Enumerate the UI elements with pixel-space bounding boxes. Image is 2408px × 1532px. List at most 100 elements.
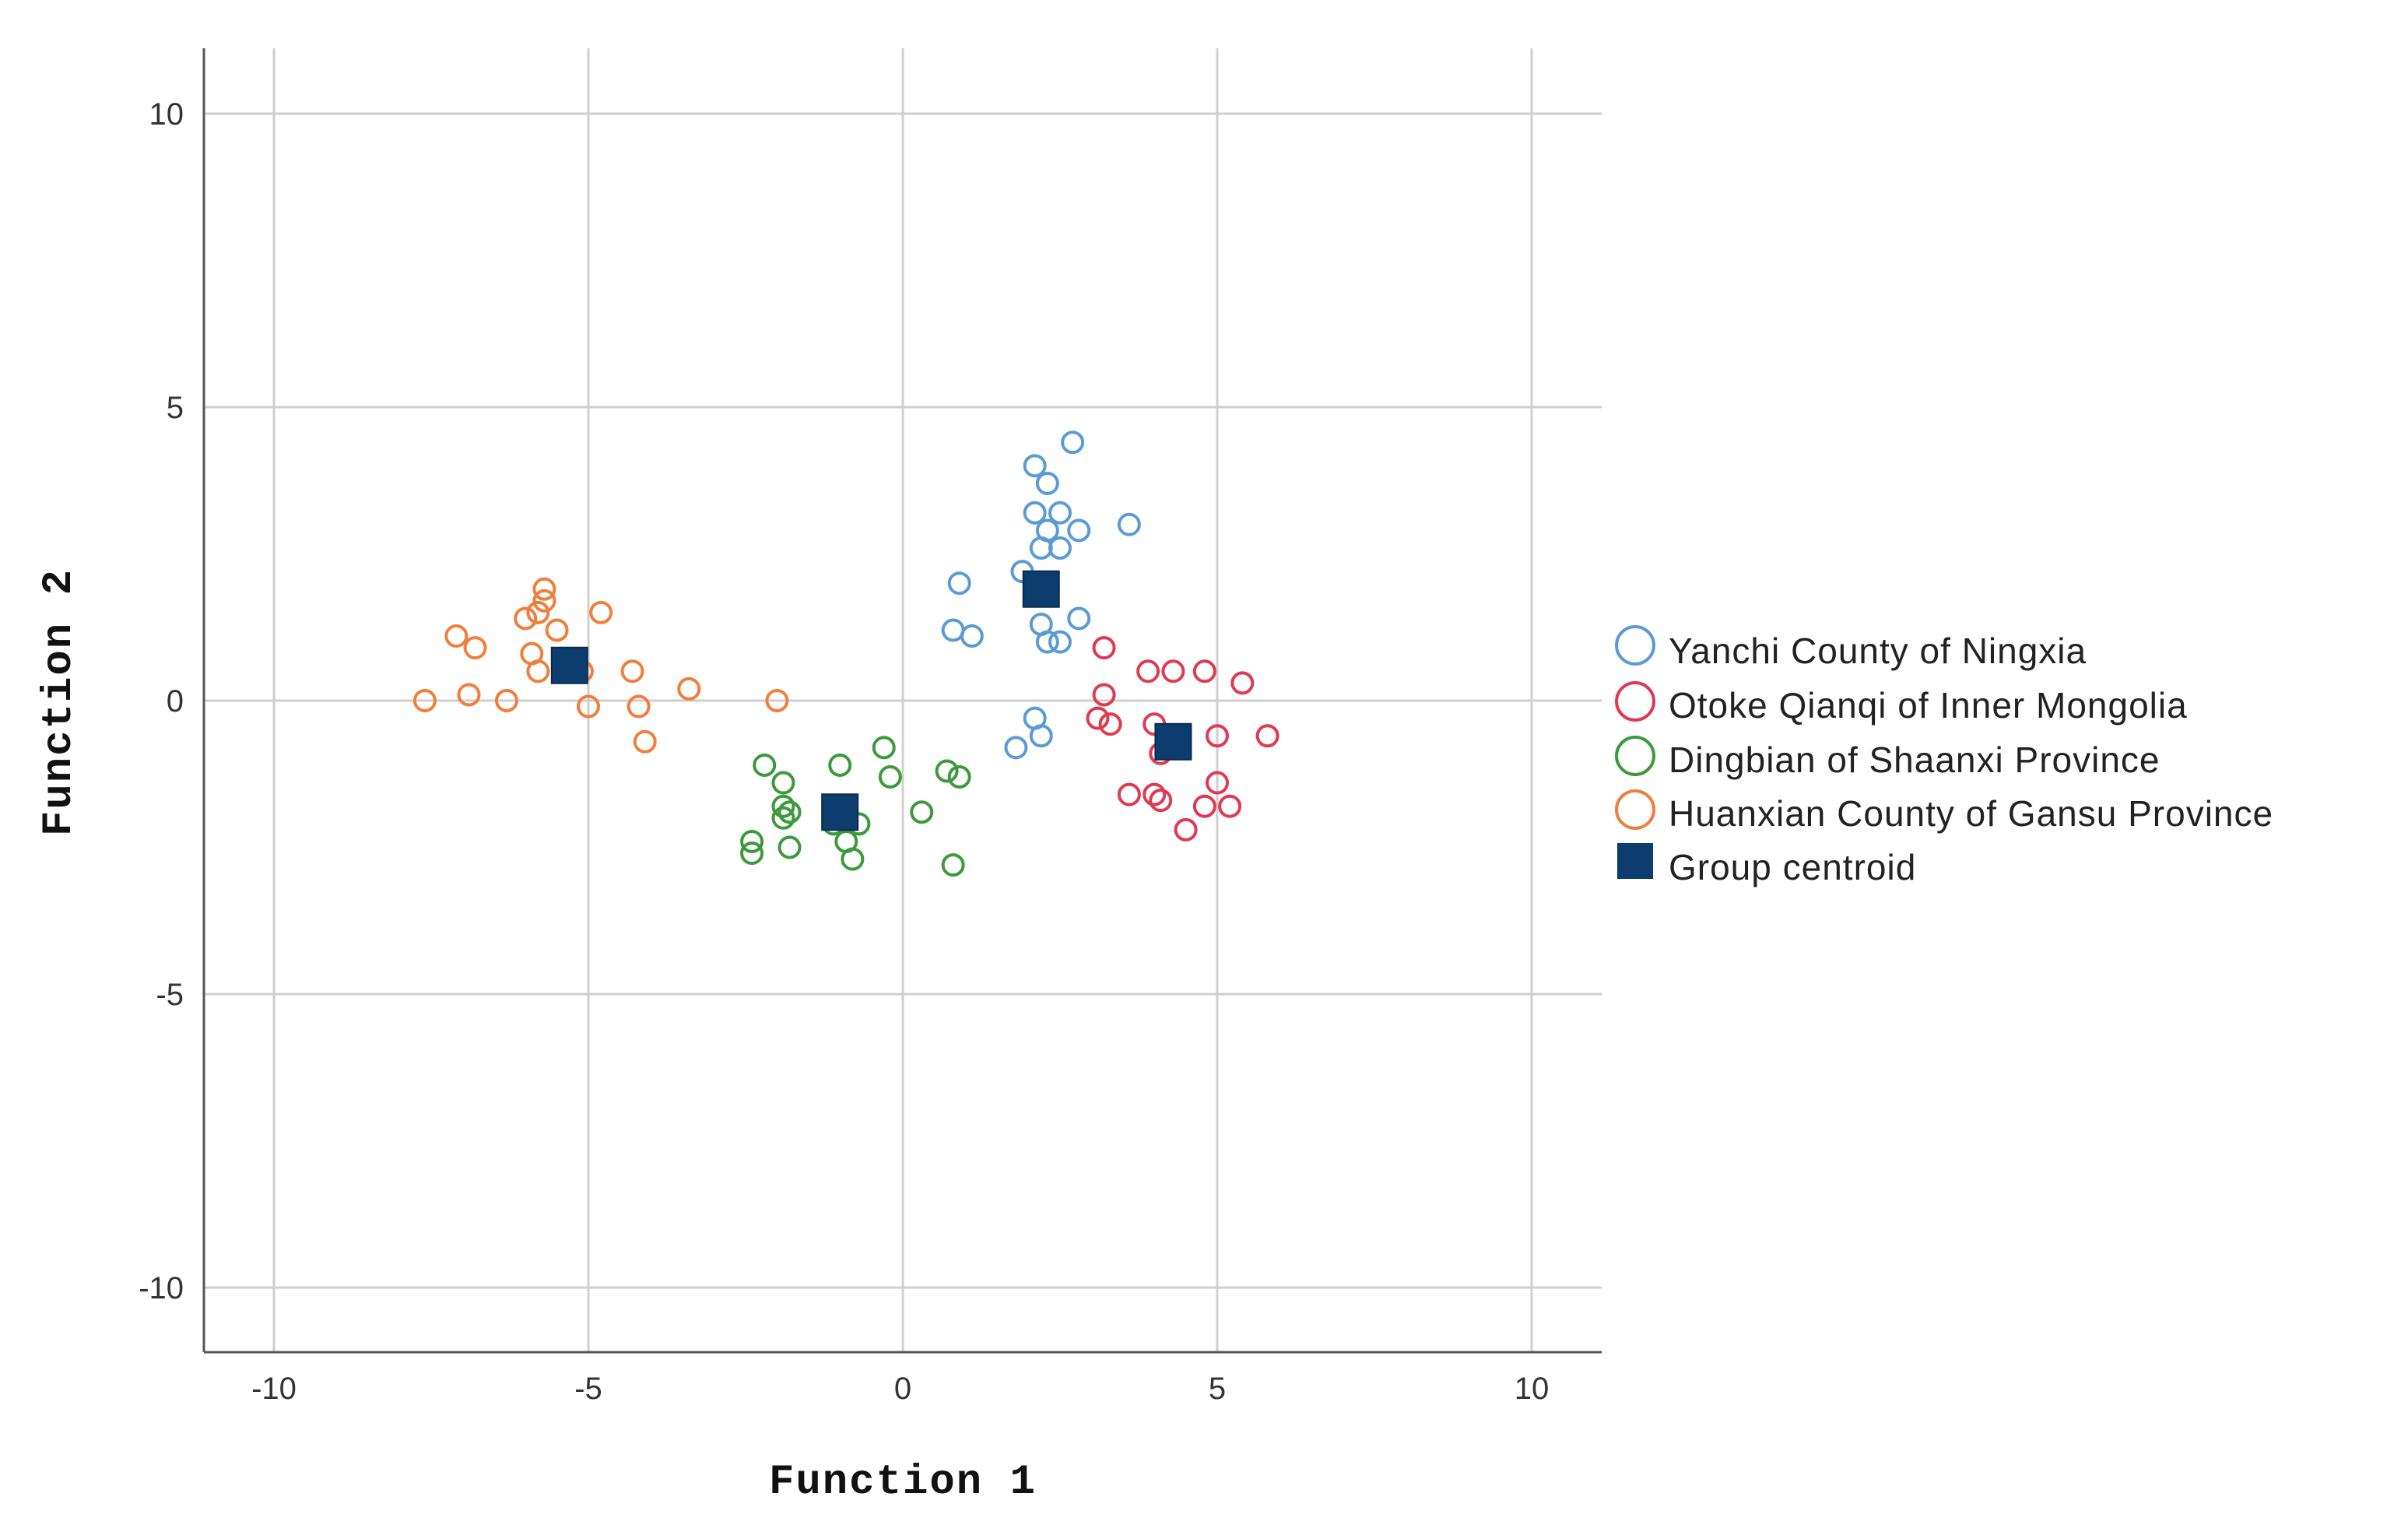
point-huanxian-county-of-gansu-province — [526, 600, 550, 624]
x-axis-title: Function 1 — [769, 1459, 1037, 1506]
y-tick-label: -10 — [139, 1271, 184, 1305]
point-yanchi-county-of-ningxia — [1048, 501, 1072, 525]
point-otoke-qianqi-of-inner-mongolia — [1230, 671, 1255, 695]
point-yanchi-county-of-ningxia — [1067, 518, 1091, 543]
point-huanxian-county-of-gansu-province — [457, 683, 481, 707]
x-tick-label: 0 — [894, 1372, 911, 1406]
point-otoke-qianqi-of-inner-mongolia — [1117, 782, 1141, 806]
legend-label-yanchi: Yanchi County of Ningxia — [1669, 631, 2087, 671]
legend: Yanchi County of Ningxia Otoke Qianqi of… — [1615, 625, 2273, 887]
legend-label-otoke: Otoke Qianqi of Inner Mongolia — [1669, 685, 2188, 726]
point-otoke-qianqi-of-inner-mongolia — [1143, 782, 1167, 806]
x-tick-labels: -10 -5 0 5 10 — [251, 1372, 1549, 1406]
point-otoke-qianqi-of-inner-mongolia — [1206, 771, 1229, 795]
point-dingbian-of-shaanxi-province — [828, 753, 852, 777]
y-tick-label: 5 — [167, 391, 184, 425]
point-huanxian-county-of-gansu-province — [532, 577, 556, 601]
point-huanxian-county-of-gansu-province — [620, 659, 644, 683]
point-yanchi-county-of-ningxia — [1004, 736, 1028, 760]
point-huanxian-county-of-gansu-province — [765, 689, 789, 712]
point-dingbian-of-shaanxi-province — [771, 806, 795, 830]
legend-marker-huanxian — [1615, 789, 1655, 830]
point-otoke-qianqi-of-inner-mongolia — [1092, 636, 1116, 660]
y-tick-label: 10 — [149, 97, 184, 132]
point-huanxian-county-of-gansu-province — [444, 624, 469, 648]
point-dingbian-of-shaanxi-province — [841, 847, 865, 871]
point-huanxian-county-of-gansu-province — [627, 694, 651, 719]
point-dingbian-of-shaanxi-province — [771, 771, 795, 795]
x-tick-label: 5 — [1209, 1372, 1226, 1406]
gridlines — [204, 48, 1602, 1352]
point-yanchi-county-of-ningxia — [941, 618, 965, 642]
legend-label-dingbian: Dingbian of Shaanxi Province — [1669, 740, 2160, 780]
legend-label-centroid: Group centroid — [1669, 847, 1916, 887]
point-yanchi-county-of-ningxia — [947, 571, 971, 596]
point-dingbian-of-shaanxi-province — [872, 736, 896, 760]
point-huanxian-county-of-gansu-province — [677, 676, 701, 701]
point-otoke-qianqi-of-inner-mongolia — [1092, 683, 1116, 707]
point-otoke-qianqi-of-inner-mongolia — [1136, 659, 1160, 683]
legend-marker-centroid — [1617, 843, 1653, 879]
point-otoke-qianqi-of-inner-mongolia — [1174, 817, 1198, 842]
point-yanchi-county-of-ningxia — [1029, 536, 1053, 560]
point-dingbian-of-shaanxi-province — [878, 765, 902, 789]
point-otoke-qianqi-of-inner-mongolia — [1161, 659, 1185, 683]
group-centroid-marker — [821, 793, 859, 831]
y-axis-title: Function 2 — [36, 568, 83, 836]
y-tick-label: -5 — [156, 978, 184, 1012]
point-huanxian-county-of-gansu-province — [545, 618, 569, 642]
x-tick-label: 10 — [1515, 1372, 1550, 1406]
centroid-markers — [550, 570, 1192, 831]
point-huanxian-county-of-gansu-province — [589, 600, 613, 624]
legend-marker-yanchi — [1615, 625, 1655, 666]
point-yanchi-county-of-ningxia — [960, 624, 984, 648]
point-otoke-qianqi-of-inner-mongolia — [1149, 789, 1173, 813]
point-dingbian-of-shaanxi-province — [740, 829, 764, 853]
point-huanxian-county-of-gansu-province — [514, 606, 538, 631]
point-otoke-qianqi-of-inner-mongolia — [1192, 659, 1216, 683]
y-tick-labels: 10 5 0 -5 -10 — [139, 97, 184, 1305]
point-huanxian-county-of-gansu-province — [532, 589, 556, 613]
point-dingbian-of-shaanxi-province — [771, 794, 795, 818]
legend-marker-otoke — [1615, 681, 1655, 722]
point-otoke-qianqi-of-inner-mongolia — [1206, 724, 1229, 748]
point-huanxian-county-of-gansu-province — [412, 689, 437, 712]
group-centroid-marker — [1154, 722, 1192, 761]
point-dingbian-of-shaanxi-province — [910, 800, 934, 824]
point-yanchi-county-of-ningxia — [1067, 606, 1091, 631]
y-tick-label: 0 — [167, 684, 184, 719]
point-dingbian-of-shaanxi-province — [740, 842, 764, 866]
point-dingbian-of-shaanxi-province — [778, 835, 802, 859]
point-yanchi-county-of-ningxia — [1029, 724, 1053, 748]
point-yanchi-county-of-ningxia — [1048, 536, 1072, 560]
point-huanxian-county-of-gansu-province — [633, 729, 657, 754]
point-otoke-qianqi-of-inner-mongolia — [1218, 794, 1242, 818]
data-points — [412, 430, 1279, 877]
legend-label-huanxian: Huanxian County of Gansu Province — [1669, 793, 2273, 834]
point-huanxian-county-of-gansu-province — [463, 636, 487, 660]
point-otoke-qianqi-of-inner-mongolia — [1192, 794, 1216, 818]
point-otoke-qianqi-of-inner-mongolia — [1098, 712, 1122, 736]
point-otoke-qianqi-of-inner-mongolia — [1255, 724, 1279, 748]
point-huanxian-county-of-gansu-province — [577, 694, 600, 719]
group-centroid-marker — [550, 646, 588, 684]
point-dingbian-of-shaanxi-province — [941, 853, 965, 877]
point-dingbian-of-shaanxi-province — [778, 800, 802, 824]
point-huanxian-county-of-gansu-province — [526, 659, 550, 683]
point-yanchi-county-of-ningxia — [1035, 472, 1059, 496]
point-yanchi-county-of-ningxia — [1035, 630, 1059, 654]
point-dingbian-of-shaanxi-province — [753, 753, 777, 777]
point-dingbian-of-shaanxi-province — [935, 759, 959, 783]
point-yanchi-county-of-ningxia — [1048, 630, 1072, 654]
legend-marker-dingbian — [1615, 736, 1655, 776]
point-yanchi-county-of-ningxia — [1061, 430, 1085, 455]
x-tick-label: -5 — [574, 1372, 602, 1406]
x-tick-label: -10 — [251, 1372, 297, 1406]
point-yanchi-county-of-ningxia — [1117, 512, 1141, 536]
point-yanchi-county-of-ningxia — [1023, 501, 1047, 525]
point-dingbian-of-shaanxi-province — [947, 765, 971, 789]
point-yanchi-county-of-ningxia — [1023, 454, 1047, 478]
point-huanxian-county-of-gansu-province — [494, 689, 518, 712]
point-otoke-qianqi-of-inner-mongolia — [1086, 706, 1110, 730]
